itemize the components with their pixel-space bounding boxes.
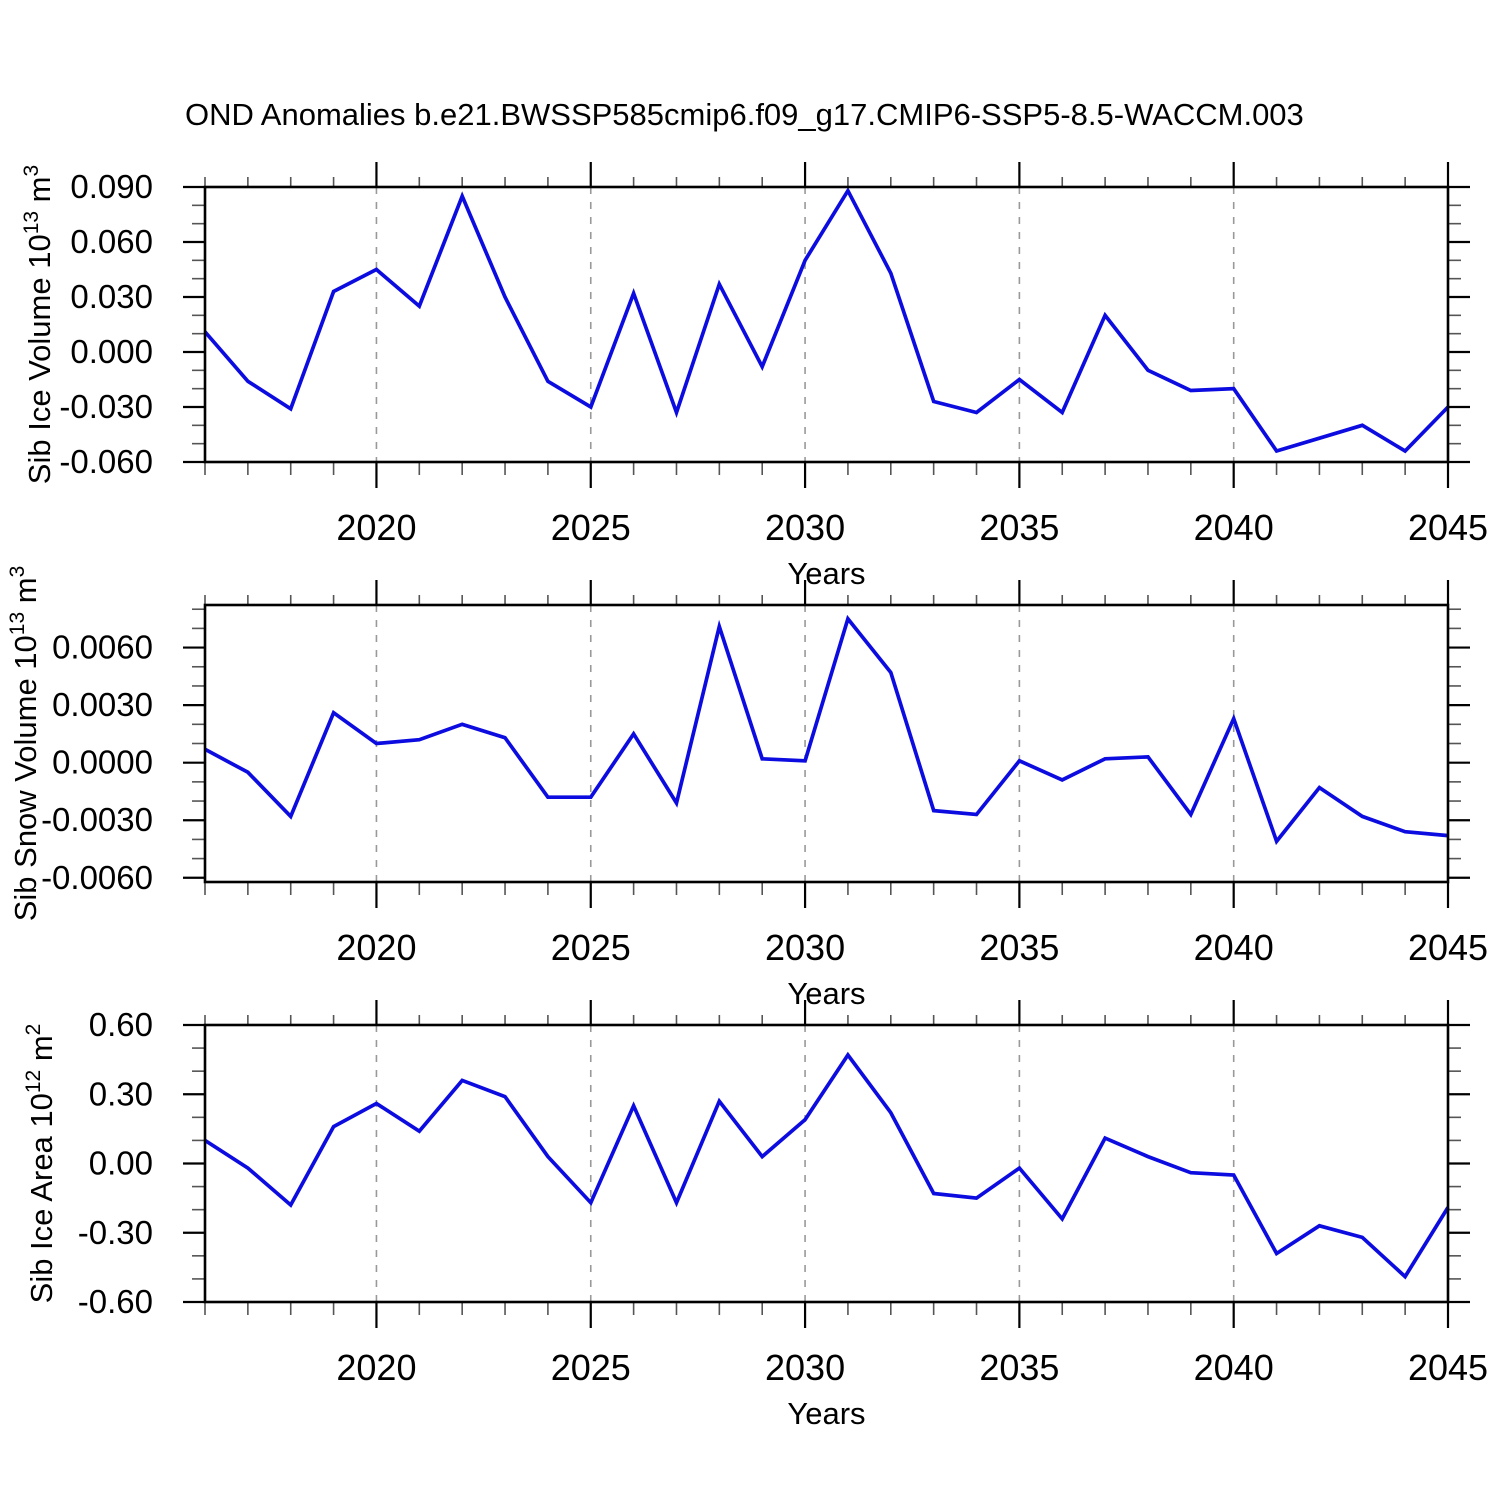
x-tick-label: 2025 [551,927,631,968]
sib-ice-area-panel: 0.60 0.30 0.00 -0.30 -0.60 2020 2025 2030 2035 20… [22,1000,1488,1431]
x-axis-title: Years [787,976,865,1011]
y-tick-label: -0.30 [78,1214,153,1251]
plot-border [203,185,1450,464]
y-tick-label: 0.000 [70,333,153,370]
x-tick-label: 2030 [765,1347,845,1388]
y-tick-label: 0.0000 [52,744,153,781]
y-tick-label: 0.00 [89,1145,153,1182]
plot-border [203,603,1450,884]
x-tick-label: 2035 [979,927,1059,968]
x-tick-label: 2040 [1194,1347,1274,1388]
y-tick-label: 0.0030 [52,686,153,723]
sib-snow-volume-line [204,614,1449,846]
x-axis-title: Years [787,556,865,591]
y-tick-label: -0.060 [59,443,153,480]
x-axis-title: Years [787,1396,865,1431]
x-tick-label: 2040 [1194,507,1274,548]
figure-title: OND Anomalies b.e21.BWSSP585cmip6.f09_g1… [185,97,1304,132]
x-tick-label: 2025 [551,507,631,548]
x-tick-label: 2020 [336,927,416,968]
x-tick-label: 2030 [765,927,845,968]
y-tick-label: -0.0060 [41,859,153,896]
x-tick-label: 2030 [765,507,845,548]
y-tick-label: 0.30 [89,1075,153,1112]
y-tick-label: 0.090 [70,168,153,205]
y-tick-label: 0.0060 [52,629,153,666]
x-tick-label: 2035 [979,1347,1059,1388]
x-tick-label: 2040 [1194,927,1274,968]
y-axis-title: Sib Snow Volume 1013 m3 [6,566,43,922]
x-tick-label: 2020 [336,1347,416,1388]
x-tick-label: 2020 [336,507,416,548]
y-tick-label: -0.60 [78,1283,153,1320]
y-tick-label: -0.030 [59,388,153,425]
y-tick-label: -0.0030 [41,801,153,838]
y-axis-title: Sib Ice Area 1012 m2 [22,1024,59,1304]
x-tick-label: 2045 [1408,507,1488,548]
sib-ice-volume-panel: 0.090 0.060 0.030 0.000 -0.030 -0.060 2020 2025… [20,162,1488,591]
x-tick-label: 2045 [1408,927,1488,968]
sib-ice-volume-line [203,186,1450,454]
x-tick-label: 2035 [979,507,1059,548]
sib-ice-area-line [203,1051,1450,1280]
y-tick-label: 0.060 [70,223,153,260]
y-axis-title: Sib Ice Volume 1013 m3 [20,165,57,484]
x-tick-label: 2045 [1408,1347,1488,1388]
plot-border [203,1023,1450,1304]
x-tick-label: 2025 [551,1347,631,1388]
y-tick-label: 0.030 [70,278,153,315]
sib-snow-volume-panel: 0.0060 0.0030 0.0000 -0.0030 -0.0060 2020 2025… [6,566,1488,1011]
y-tick-label: 0.60 [89,1006,153,1043]
